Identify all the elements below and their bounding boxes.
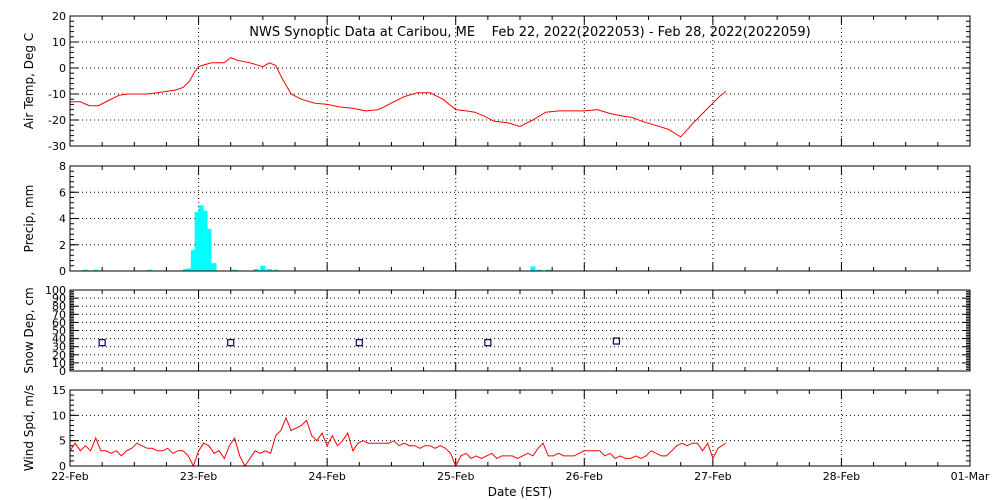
precip-bar [93,269,99,271]
y-tick-label: -30 [48,140,66,153]
precip-frame [69,165,971,272]
precip-bar [202,210,208,271]
y-tick-label: 8 [59,160,66,173]
y-tick-label: 10 [52,409,66,422]
y-tick-label: 4 [59,213,66,226]
x-axis-label: Date (EST) [488,485,552,499]
snow-depth-marker [612,337,621,345]
y-tick-label: 20 [52,349,66,362]
x-tick-label: 24-Feb [308,470,345,483]
x-tick-label: 28-Feb [823,470,860,483]
precip-bar [536,269,542,271]
precip-bar [530,266,536,271]
y-tick-label: 0 [59,62,66,75]
y-axis-label: Wind Spd, m/s [22,385,36,471]
precip-bar [545,269,551,271]
precip-bar [190,250,196,271]
air-temp-series-line [70,57,727,138]
wind-speed-series-line [69,416,726,468]
snow-depth-marker [227,339,235,347]
y-tick-label: 30 [52,341,66,354]
precip-bar [198,205,204,271]
x-tick-label: 26-Feb [566,470,603,483]
snow-depth-marker [98,339,106,347]
air-temp-frame [69,15,971,147]
y-tick-label: 0 [59,460,66,473]
precip-bar [206,229,212,271]
precip-bar [273,269,279,271]
y-tick-label: 100 [45,284,66,297]
precip-bar [266,269,272,271]
precip-bar [194,211,200,271]
x-tick-label: 27-Feb [694,470,731,483]
precip-bar [232,269,238,271]
air-temp-panel: -30 -20 -10 0 10 20 Air Temp, Deg C [22,10,971,153]
wind-speed-frame [69,389,971,467]
y-tick-label: 40 [52,333,66,346]
y-axis-label: Air Temp, Deg C [22,33,36,129]
y-tick-label: 80 [52,300,66,313]
y-tick-label: 0 [59,365,66,378]
wind-speed-panel: 0 5 10 15 Wind Spd, m/s [22,384,971,473]
x-tick-label: 25-Feb [437,470,474,483]
y-axis-label: Snow Dep, cm [22,287,36,373]
snow-depth-marker [355,339,363,347]
y-tick-label: 10 [52,357,66,370]
y-tick-label: 60 [52,316,66,329]
y-tick-label: -20 [48,114,66,127]
x-tick-label: 22-Feb [51,470,88,483]
y-axis-label: Precip, mm [22,185,36,253]
precip-bar [260,265,266,271]
x-tick-label: 01-Mar [951,470,990,483]
y-tick-label: 90 [52,292,66,305]
y-tick-label: 6 [59,186,66,199]
x-tick-label: 23-Feb [180,470,217,483]
precip-bar [82,269,88,271]
precip-bar [183,269,189,271]
chart-title: NWS Synoptic Data at Caribou, ME Feb 22,… [249,25,811,40]
y-tick-label: -10 [48,88,66,101]
y-tick-label: 50 [52,325,66,338]
precip-panel: 0 2 4 6 8 Precip, mm [22,160,971,278]
precip-bar [187,268,193,271]
snow-depth-marker [484,339,492,347]
y-tick-label: 5 [59,435,66,448]
y-tick-label: 20 [52,10,66,23]
snow-depth-frame [69,289,971,372]
y-tick-label: 0 [59,265,66,278]
y-tick-label: 70 [52,308,66,321]
y-tick-label: 2 [59,239,66,252]
precip-bar [147,269,153,271]
y-tick-label: 15 [52,384,66,397]
precip-bar [211,263,217,271]
y-tick-label: 10 [52,36,66,49]
precip-bar [253,269,259,271]
